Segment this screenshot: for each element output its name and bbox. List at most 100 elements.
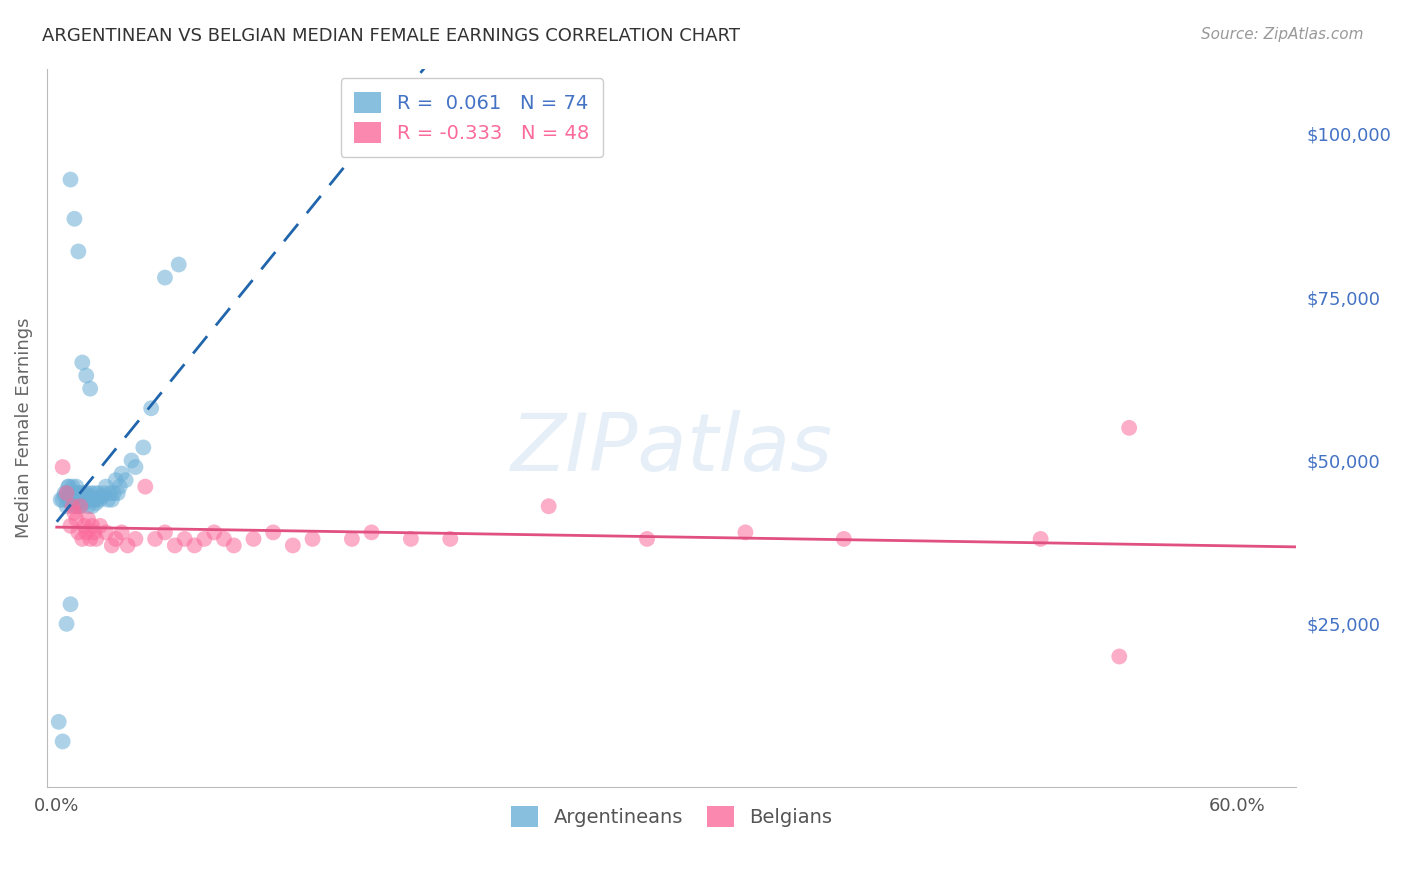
Point — [202, 525, 225, 540]
Point — [69, 500, 91, 514]
Point — [399, 532, 422, 546]
Point — [242, 532, 264, 546]
Text: Source: ZipAtlas.com: Source: ZipAtlas.com — [1201, 27, 1364, 42]
Point — [98, 486, 121, 500]
Point — [58, 480, 80, 494]
Point — [52, 492, 75, 507]
Point — [167, 258, 190, 272]
Point — [537, 500, 560, 514]
Point — [79, 382, 101, 396]
Point — [75, 525, 97, 540]
Point — [55, 486, 77, 500]
Point — [117, 538, 139, 552]
Point — [65, 512, 87, 526]
Point — [94, 480, 117, 494]
Point — [94, 525, 117, 540]
Point — [82, 500, 104, 514]
Point — [77, 492, 100, 507]
Point — [75, 486, 97, 500]
Point — [114, 473, 136, 487]
Point — [79, 490, 101, 504]
Point — [173, 532, 195, 546]
Point — [73, 496, 96, 510]
Point — [67, 492, 90, 507]
Point — [103, 486, 125, 500]
Point — [89, 519, 111, 533]
Point — [84, 496, 107, 510]
Point — [72, 492, 94, 507]
Point — [132, 441, 155, 455]
Point — [82, 492, 104, 507]
Point — [53, 486, 76, 500]
Point — [832, 532, 855, 546]
Point — [72, 532, 94, 546]
Point — [101, 492, 124, 507]
Point — [69, 492, 91, 507]
Y-axis label: Median Female Earnings: Median Female Earnings — [15, 318, 32, 538]
Point — [111, 467, 134, 481]
Text: ARGENTINEAN VS BELGIAN MEDIAN FEMALE EARNINGS CORRELATION CHART: ARGENTINEAN VS BELGIAN MEDIAN FEMALE EAR… — [42, 27, 740, 45]
Point — [301, 532, 323, 546]
Point — [75, 492, 97, 507]
Point — [104, 532, 127, 546]
Point — [73, 519, 96, 533]
Point — [212, 532, 235, 546]
Point — [153, 525, 176, 540]
Point — [67, 486, 90, 500]
Point — [104, 473, 127, 487]
Point — [65, 486, 87, 500]
Point — [63, 211, 86, 226]
Point — [636, 532, 658, 546]
Point — [91, 490, 114, 504]
Point — [222, 538, 245, 552]
Point — [89, 492, 111, 507]
Point — [67, 500, 90, 514]
Point — [93, 486, 115, 500]
Point — [62, 500, 84, 514]
Point — [183, 538, 205, 552]
Point — [84, 492, 107, 507]
Point — [59, 597, 82, 611]
Point — [67, 525, 90, 540]
Point — [83, 492, 105, 507]
Point — [143, 532, 166, 546]
Point — [1108, 649, 1130, 664]
Point — [62, 492, 84, 507]
Point — [55, 616, 77, 631]
Point — [77, 512, 100, 526]
Point — [59, 172, 82, 186]
Point — [1118, 421, 1140, 435]
Point — [65, 496, 87, 510]
Point — [262, 525, 284, 540]
Point — [82, 519, 104, 533]
Point — [141, 401, 163, 416]
Point — [62, 492, 84, 507]
Text: ZIPatlas: ZIPatlas — [510, 410, 832, 489]
Point — [111, 525, 134, 540]
Point — [55, 486, 77, 500]
Point — [84, 532, 107, 546]
Point — [58, 492, 80, 507]
Point — [108, 480, 131, 494]
Point — [75, 368, 97, 383]
Point — [59, 519, 82, 533]
Point — [65, 480, 87, 494]
Point — [124, 460, 146, 475]
Point — [79, 532, 101, 546]
Point — [63, 486, 86, 500]
Point — [53, 490, 76, 504]
Point — [163, 538, 186, 552]
Point — [121, 453, 143, 467]
Point — [124, 532, 146, 546]
Point — [59, 486, 82, 500]
Point — [49, 492, 72, 507]
Point — [62, 480, 84, 494]
Point — [65, 492, 87, 507]
Point — [360, 525, 382, 540]
Legend: Argentineans, Belgians: Argentineans, Belgians — [503, 798, 839, 835]
Point — [153, 270, 176, 285]
Point — [734, 525, 756, 540]
Point — [97, 492, 120, 507]
Point — [193, 532, 215, 546]
Point — [72, 486, 94, 500]
